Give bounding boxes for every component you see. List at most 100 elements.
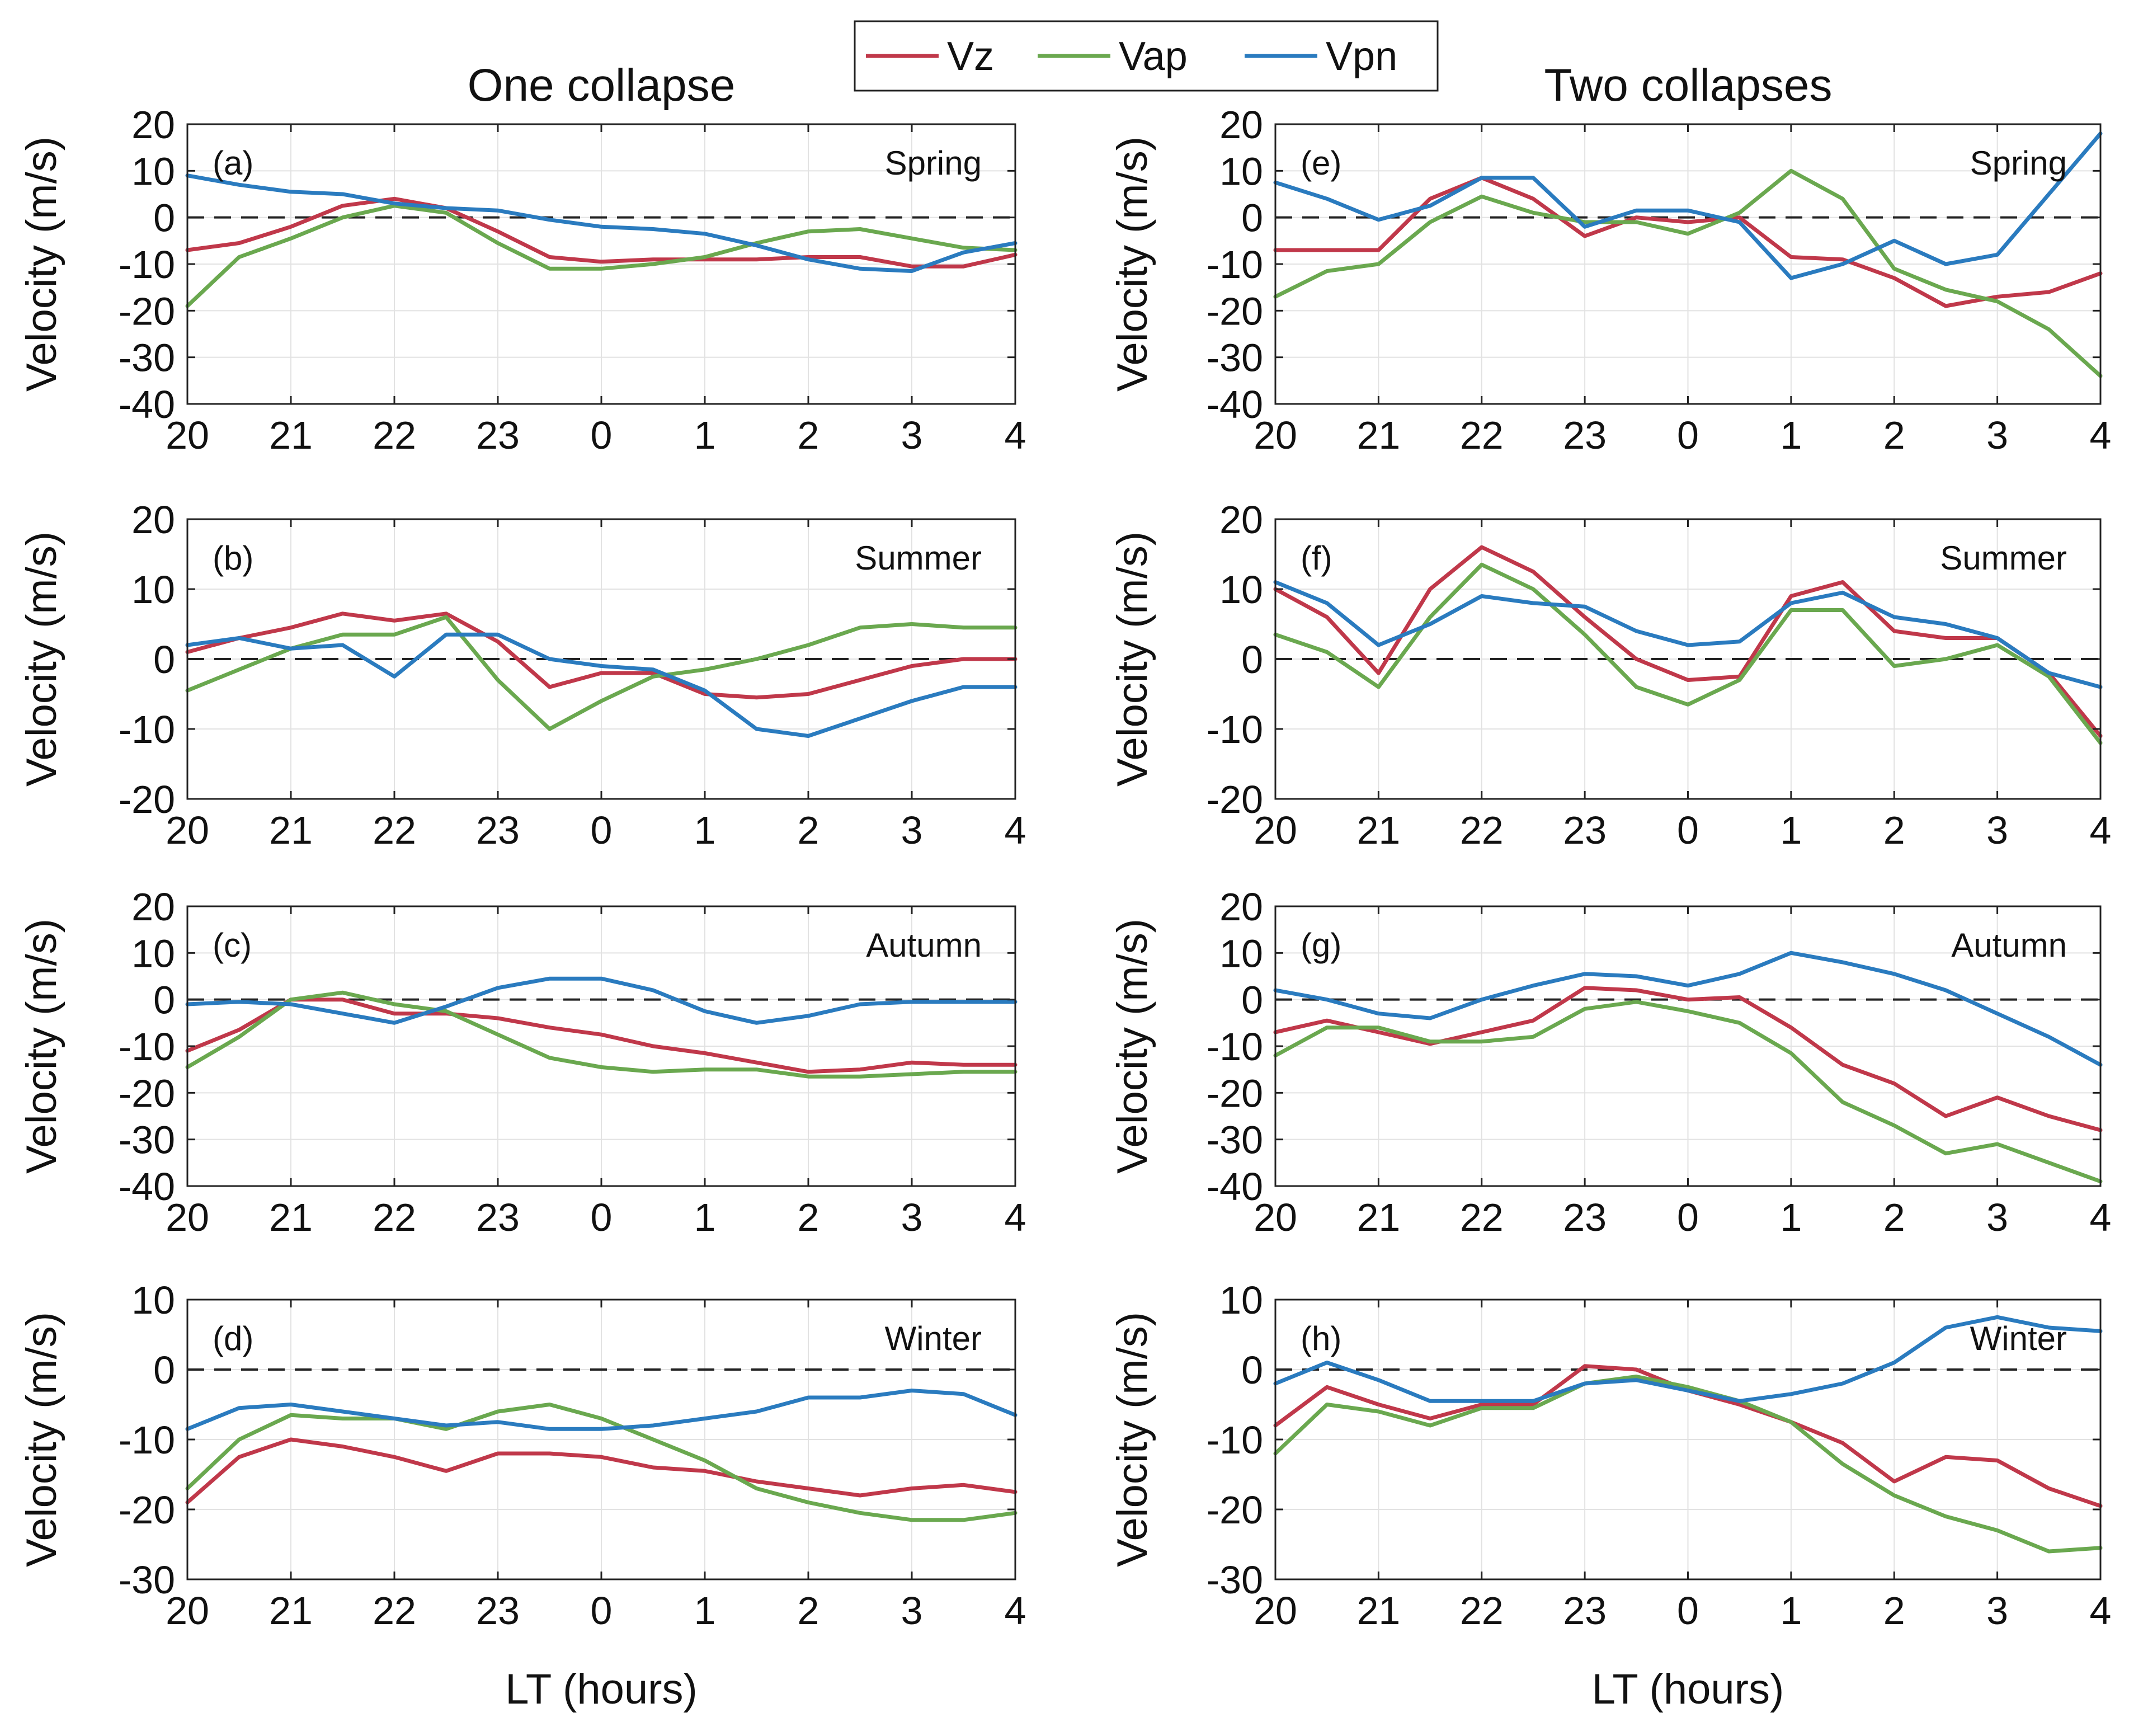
y-tick-label: -20 bbox=[119, 1488, 175, 1532]
x-tick-label: 3 bbox=[901, 1196, 923, 1239]
series-vap-line bbox=[185, 990, 1018, 1079]
x-tick-label: 2 bbox=[1883, 1589, 1905, 1633]
x-tick-label: 0 bbox=[591, 808, 613, 852]
series-vz-line bbox=[185, 611, 1018, 700]
x-tick-label: 21 bbox=[269, 1196, 313, 1239]
y-axis-label: Velocity (m/s) bbox=[18, 531, 65, 787]
x-tick-label: 21 bbox=[1356, 413, 1400, 457]
y-tick-label: -30 bbox=[1207, 1558, 1263, 1602]
x-axis-label: LT (hours) bbox=[1592, 1666, 1784, 1713]
legend-label-vpn: Vpn bbox=[1326, 34, 1397, 79]
y-tick-label: -10 bbox=[1207, 1418, 1263, 1462]
x-tick-label: 20 bbox=[1254, 1589, 1297, 1633]
y-tick-label: 0 bbox=[153, 196, 175, 240]
x-tick-label: 22 bbox=[1460, 413, 1504, 457]
y-tick-label: 0 bbox=[153, 1348, 175, 1392]
x-tick-label: 3 bbox=[901, 413, 923, 457]
y-tick-label: 0 bbox=[1241, 638, 1263, 681]
panel-tag: (e) bbox=[1301, 144, 1341, 182]
x-tick-label: 20 bbox=[166, 1196, 209, 1239]
series-vap-line bbox=[1273, 562, 2103, 745]
x-tick-label: 23 bbox=[476, 1589, 520, 1633]
x-tick-label: 1 bbox=[694, 808, 716, 852]
panel-tag: (g) bbox=[1301, 926, 1341, 964]
series-vz-line bbox=[185, 1437, 1018, 1504]
series-vap-line bbox=[185, 204, 1018, 308]
season-label: Summer bbox=[855, 539, 982, 577]
x-tick-label: 2 bbox=[1883, 1196, 1905, 1239]
x-tick-label: 1 bbox=[1780, 413, 1802, 457]
x-tick-label: 3 bbox=[901, 808, 923, 852]
y-axis-label: Velocity (m/s) bbox=[18, 919, 65, 1174]
x-tick-label: 1 bbox=[1780, 1196, 1802, 1239]
y-axis-label: Velocity (m/s) bbox=[1109, 1312, 1156, 1567]
panel-tag: (c) bbox=[213, 926, 252, 964]
x-tick-label: 20 bbox=[1254, 1196, 1297, 1239]
x-tick-label: 1 bbox=[694, 1196, 716, 1239]
y-tick-label: -10 bbox=[119, 1025, 175, 1069]
y-tick-label: -30 bbox=[1207, 1118, 1263, 1162]
x-tick-label: 2 bbox=[798, 413, 819, 457]
y-tick-label: 10 bbox=[1219, 149, 1263, 193]
series-vap-line bbox=[1273, 168, 2103, 378]
series-vz-line bbox=[1273, 986, 2103, 1132]
x-tick-label: 3 bbox=[1986, 808, 2008, 852]
x-tick-label: 0 bbox=[1677, 1589, 1699, 1633]
series-vpn-line bbox=[1273, 951, 2103, 1067]
y-tick-label: 10 bbox=[131, 931, 175, 975]
series-vap-line bbox=[1273, 1000, 2103, 1184]
x-tick-label: 22 bbox=[1460, 808, 1504, 852]
y-tick-label: 20 bbox=[131, 103, 175, 147]
x-tick-label: 20 bbox=[166, 413, 209, 457]
x-tick-label: 21 bbox=[1356, 808, 1400, 852]
y-tick-label: -40 bbox=[119, 383, 175, 426]
x-tick-label: 23 bbox=[1563, 808, 1607, 852]
y-tick-label: -10 bbox=[119, 1418, 175, 1462]
series-vz-line bbox=[185, 196, 1018, 269]
x-tick-label: 23 bbox=[476, 413, 520, 457]
x-tick-label: 4 bbox=[1005, 413, 1026, 457]
y-tick-label: 10 bbox=[1219, 568, 1263, 611]
x-tick-label: 2 bbox=[798, 1589, 819, 1633]
x-tick-label: 22 bbox=[373, 1196, 416, 1239]
series-vz-line bbox=[1273, 545, 2103, 738]
y-tick-label: 20 bbox=[1219, 885, 1263, 929]
season-label: Spring bbox=[885, 144, 982, 182]
series-vpn-line bbox=[1273, 580, 2103, 689]
x-tick-label: 4 bbox=[1005, 1589, 1026, 1633]
y-tick-label: 10 bbox=[131, 1278, 175, 1322]
x-tick-label: 22 bbox=[373, 1589, 416, 1633]
x-tick-label: 0 bbox=[591, 1196, 613, 1239]
panel-tag: (a) bbox=[213, 144, 253, 182]
x-tick-label: 23 bbox=[1563, 1196, 1607, 1239]
y-tick-label: 10 bbox=[1219, 931, 1263, 975]
series-vap-line bbox=[1273, 1375, 2103, 1554]
series-vpn-line bbox=[185, 976, 1018, 1025]
y-axis-label: Velocity (m/s) bbox=[1109, 531, 1156, 787]
x-tick-label: 21 bbox=[1356, 1589, 1400, 1633]
y-tick-label: -30 bbox=[119, 336, 175, 380]
season-label: Winter bbox=[885, 1320, 982, 1357]
legend-label-vz: Vz bbox=[947, 34, 994, 79]
x-tick-label: 22 bbox=[373, 413, 416, 457]
x-tick-label: 2 bbox=[1883, 413, 1905, 457]
x-tick-label: 0 bbox=[1677, 1196, 1699, 1239]
series-vap-line bbox=[185, 1403, 1018, 1522]
y-tick-label: -10 bbox=[119, 243, 175, 286]
series-vpn-line bbox=[185, 173, 1018, 273]
x-tick-label: 20 bbox=[166, 808, 209, 852]
series-vap-line bbox=[185, 615, 1018, 731]
x-tick-label: 4 bbox=[2090, 1196, 2112, 1239]
y-tick-label: -10 bbox=[1207, 708, 1263, 751]
column-title-one-collapse: One collapse bbox=[468, 60, 736, 111]
y-tick-label: 20 bbox=[131, 885, 175, 929]
x-tick-label: 0 bbox=[591, 1589, 613, 1633]
x-tick-label: 0 bbox=[1677, 413, 1699, 457]
season-label: Spring bbox=[1970, 144, 2067, 182]
